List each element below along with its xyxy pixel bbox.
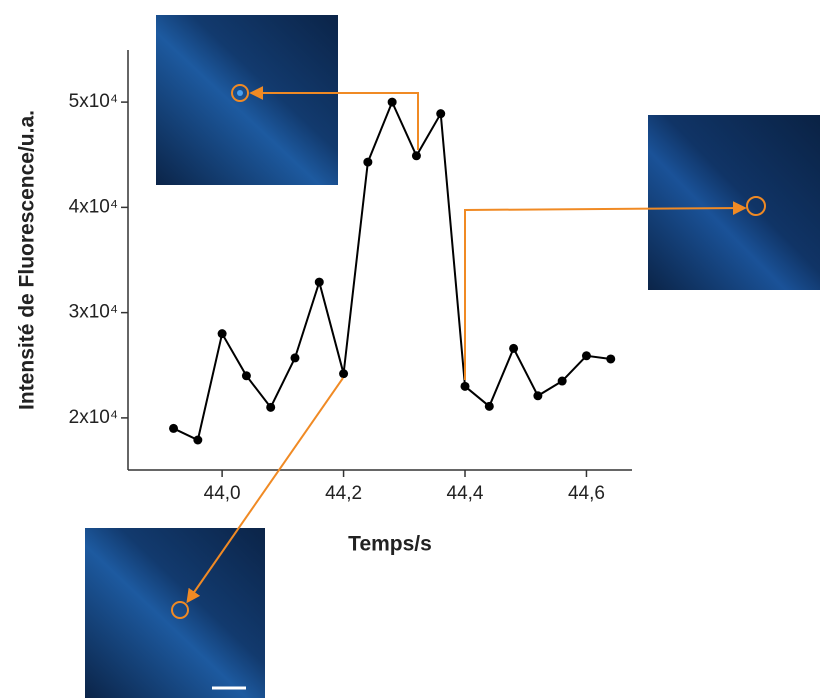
plot: 2x10⁴ 3x10⁴ 4x10⁴ 5x10⁴ 44,0 44,2 44,4 44,6 [69,50,632,504]
data-point [509,343,519,353]
y-tick-label: 2x10⁴ [69,407,118,428]
data-point [460,381,470,391]
data-point [533,391,543,401]
y-axis-title: Intensité de Fluorescence/u.a. [16,110,39,410]
data-point [217,329,227,339]
data-point [266,402,276,412]
data-point [193,435,203,445]
data-point [411,151,421,161]
data-point [581,351,591,361]
data-point [339,369,349,379]
x-tick-label: 44,6 [568,483,605,504]
x-tick-label: 44,0 [204,483,241,504]
data-point [606,354,616,364]
x-tick-label: 44,2 [325,483,362,504]
inset-image [648,115,820,290]
data-point [169,423,179,433]
y-tick-label: 4x10⁴ [69,196,118,217]
inset-image [156,15,338,185]
data-point [363,157,373,167]
inset-image [85,528,265,698]
data-point [290,353,300,363]
data-point [387,97,397,107]
data-point [241,371,251,381]
data-point [484,401,494,411]
connector [186,86,747,604]
y-tick-label: 5x10⁴ [69,91,118,112]
x-tick-label: 44,4 [447,483,484,504]
x-axis-title: Temps/s [348,533,432,556]
data-point [557,376,567,386]
data-point [436,109,446,119]
data-point [314,277,324,287]
y-tick-label: 3x10⁴ [69,302,118,323]
